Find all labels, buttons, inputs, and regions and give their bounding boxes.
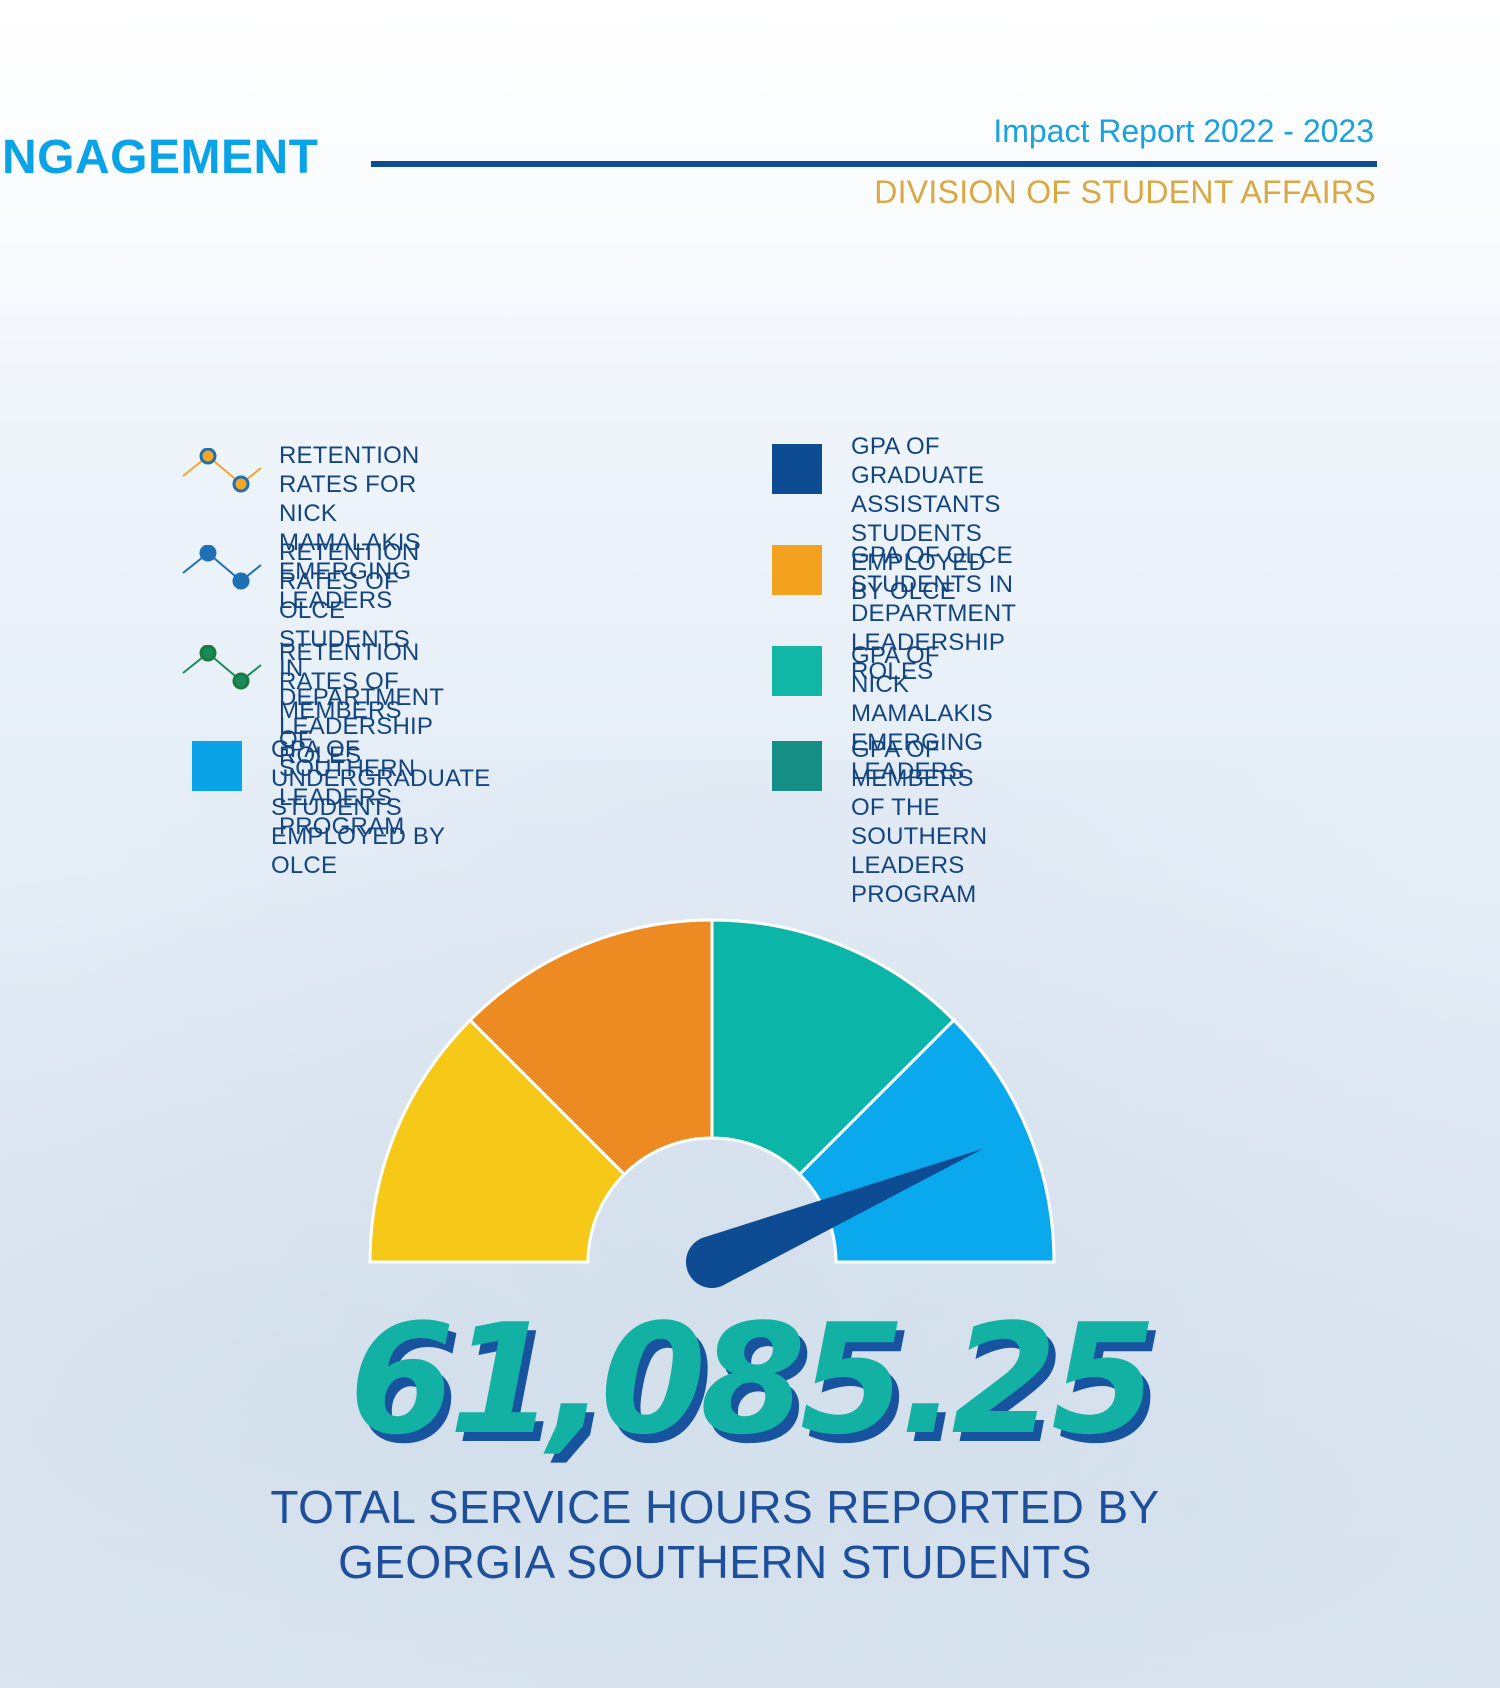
division-title: DIVISION OF STUDENT AFFAIRS [874, 174, 1376, 210]
dark-teal-swatch-icon [772, 741, 822, 791]
gauge-yellow-segment [368, 1018, 627, 1264]
green-line-series-icon [182, 645, 262, 690]
header-divider [371, 161, 1377, 167]
legend-label: GPA OF MEMBERS OF THE SOUTHERN LEADERS P… [851, 736, 988, 908]
legend-label: GPA OF NICK MAMALAKIS EMERGING LEADERS [851, 642, 993, 785]
legend-label: GPA OF GRADUATE ASSISTANTS STUDENTS EMPL… [851, 433, 1001, 605]
orange-swatch-icon [772, 545, 822, 595]
report-title: Impact Report 2022 - 2023 [993, 113, 1374, 149]
legend-label: RETENTION RATES OF OLCE STUDENTS IN DEPA… [279, 539, 444, 769]
total-service-hours-caption: TOTAL SERVICE HOURS REPORTED BY GEORGIA … [270, 1481, 1160, 1588]
legend-label: GPA OF UNDERGRADUATE STUDENTS EMPLOYED B… [271, 736, 491, 879]
gauge-needle [685, 1148, 984, 1289]
gauge-orange-segment [468, 918, 714, 1177]
section-title: NGAGEMENT [2, 131, 319, 184]
light-blue-swatch-icon [192, 741, 242, 791]
teal-swatch-icon [772, 646, 822, 696]
blue-line-series-icon [182, 545, 262, 590]
legend-label: GPA OF OLCE STUDENTS IN DEPARTMENT LEADE… [851, 542, 1016, 685]
total-service-hours-value: 61,085.25 [349, 1291, 1157, 1468]
legend-label: RETENTION RATES FOR NICK MAMALAKIS EMERG… [279, 442, 421, 614]
navy-swatch-icon [772, 444, 822, 494]
orange-line-series-icon [182, 448, 262, 493]
gauge-teal-segment [710, 918, 956, 1177]
legend-label: RETENTION RATES OF MEMBERS OF SOUTHERN L… [279, 639, 420, 840]
